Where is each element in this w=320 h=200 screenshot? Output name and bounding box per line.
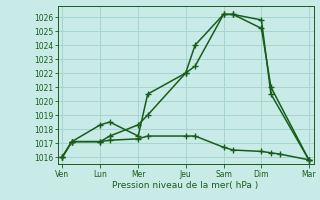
X-axis label: Pression niveau de la mer( hPa ): Pression niveau de la mer( hPa ) (112, 181, 259, 190)
